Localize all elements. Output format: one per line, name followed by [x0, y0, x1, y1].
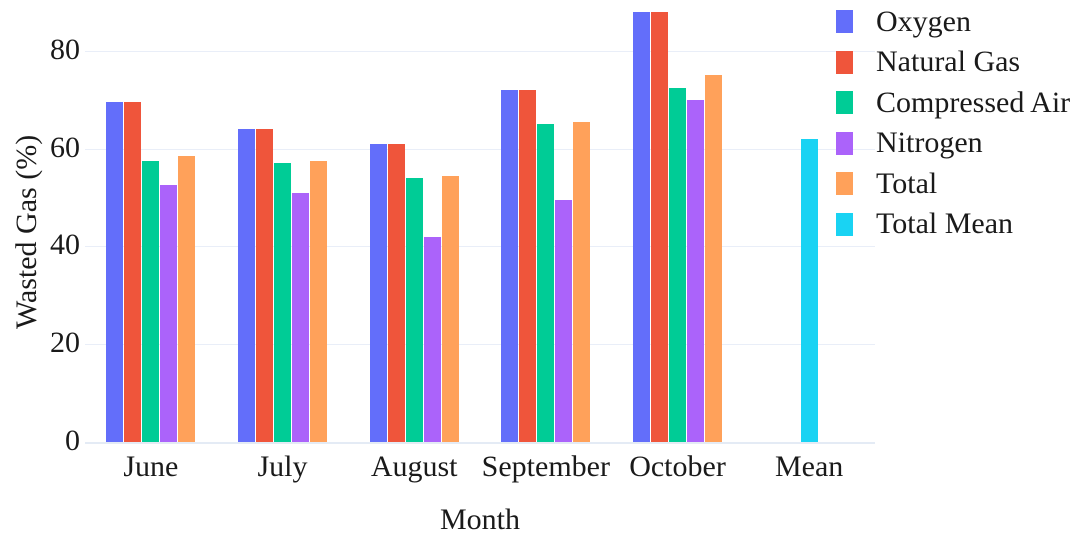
- bar-oxygen-june: [106, 102, 124, 442]
- bar-compressed-air-august: [405, 178, 423, 442]
- legend-item-nitrogen: Nitrogen: [836, 126, 983, 159]
- legend-label-total-mean: Total Mean: [876, 207, 1014, 240]
- legend-item-natural-gas: Natural Gas: [836, 45, 1021, 78]
- y-tick-label-80: 80: [50, 32, 80, 66]
- legend-label-compressed-air: Compressed Air: [876, 85, 1071, 119]
- y-tick-label-20: 20: [50, 326, 80, 360]
- bar-natural-gas-august: [387, 143, 405, 442]
- legend-swatch-total-mean: [836, 212, 853, 236]
- bar-oxygen-september: [501, 90, 519, 442]
- bar-compressed-air-june: [142, 160, 160, 442]
- legend-item-total: Total: [836, 166, 938, 200]
- bar-total-september: [573, 121, 591, 442]
- bar-natural-gas-october: [651, 11, 668, 442]
- legend-item-oxygen: Oxygen: [836, 4, 971, 38]
- y-tick-label-40: 40: [50, 228, 80, 262]
- legend-swatch-nitrogen: [836, 131, 853, 155]
- legend-item-compressed-air: Compressed Air: [836, 85, 1071, 119]
- gridline-80: [85, 50, 875, 52]
- y-tick-label-0: 0: [65, 424, 80, 457]
- legend-label-total: Total: [876, 166, 938, 200]
- x-tick-label-august: August: [370, 450, 458, 483]
- x-tick-label-september: September: [481, 450, 610, 483]
- bar-total-august: [441, 175, 459, 442]
- legend-label-oxygen: Oxygen: [876, 4, 971, 38]
- bar-oxygen-october: [633, 11, 650, 442]
- x-axis-zero-line: [85, 442, 875, 444]
- legend-swatch-natural-gas: [836, 50, 853, 74]
- gridline-20: [85, 344, 875, 346]
- bar-total-june: [178, 156, 196, 442]
- gridline-60: [85, 148, 875, 150]
- gridline-40: [85, 246, 875, 248]
- bar-oxygen-august: [369, 143, 387, 442]
- legend-label-nitrogen: Nitrogen: [876, 126, 983, 159]
- bar-compressed-air-july: [274, 163, 291, 442]
- legend-swatch-compressed-air: [836, 91, 853, 114]
- bar-natural-gas-june: [124, 102, 142, 442]
- bar-nitrogen-october: [687, 99, 704, 442]
- bar-compressed-air-september: [537, 124, 555, 442]
- bar-natural-gas-september: [519, 90, 537, 442]
- x-tick-label-july: July: [257, 450, 308, 483]
- x-tick-label-june: June: [123, 450, 179, 483]
- bar-natural-gas-july: [256, 129, 273, 442]
- x-tick-label-october: October: [629, 450, 726, 483]
- bar-oxygen-july: [238, 129, 255, 442]
- bar-nitrogen-august: [423, 236, 441, 442]
- bar-total-mean-mean: [800, 138, 818, 442]
- bar-compressed-air-october: [669, 87, 686, 442]
- legend-label-natural-gas: Natural Gas: [876, 45, 1021, 78]
- x-tick-label-mean: Mean: [775, 450, 844, 483]
- legend-item-total-mean: Total Mean: [836, 207, 1014, 240]
- y-tick-label-60: 60: [50, 130, 80, 164]
- bar-total-october: [705, 75, 722, 442]
- legend-swatch-total: [836, 172, 853, 195]
- x-axis-title: Month: [439, 503, 520, 536]
- bar-nitrogen-july: [292, 192, 309, 442]
- bar-nitrogen-june: [160, 185, 178, 442]
- bar-total-july: [310, 160, 327, 442]
- legend-swatch-oxygen: [836, 10, 853, 33]
- bar-nitrogen-september: [555, 200, 573, 442]
